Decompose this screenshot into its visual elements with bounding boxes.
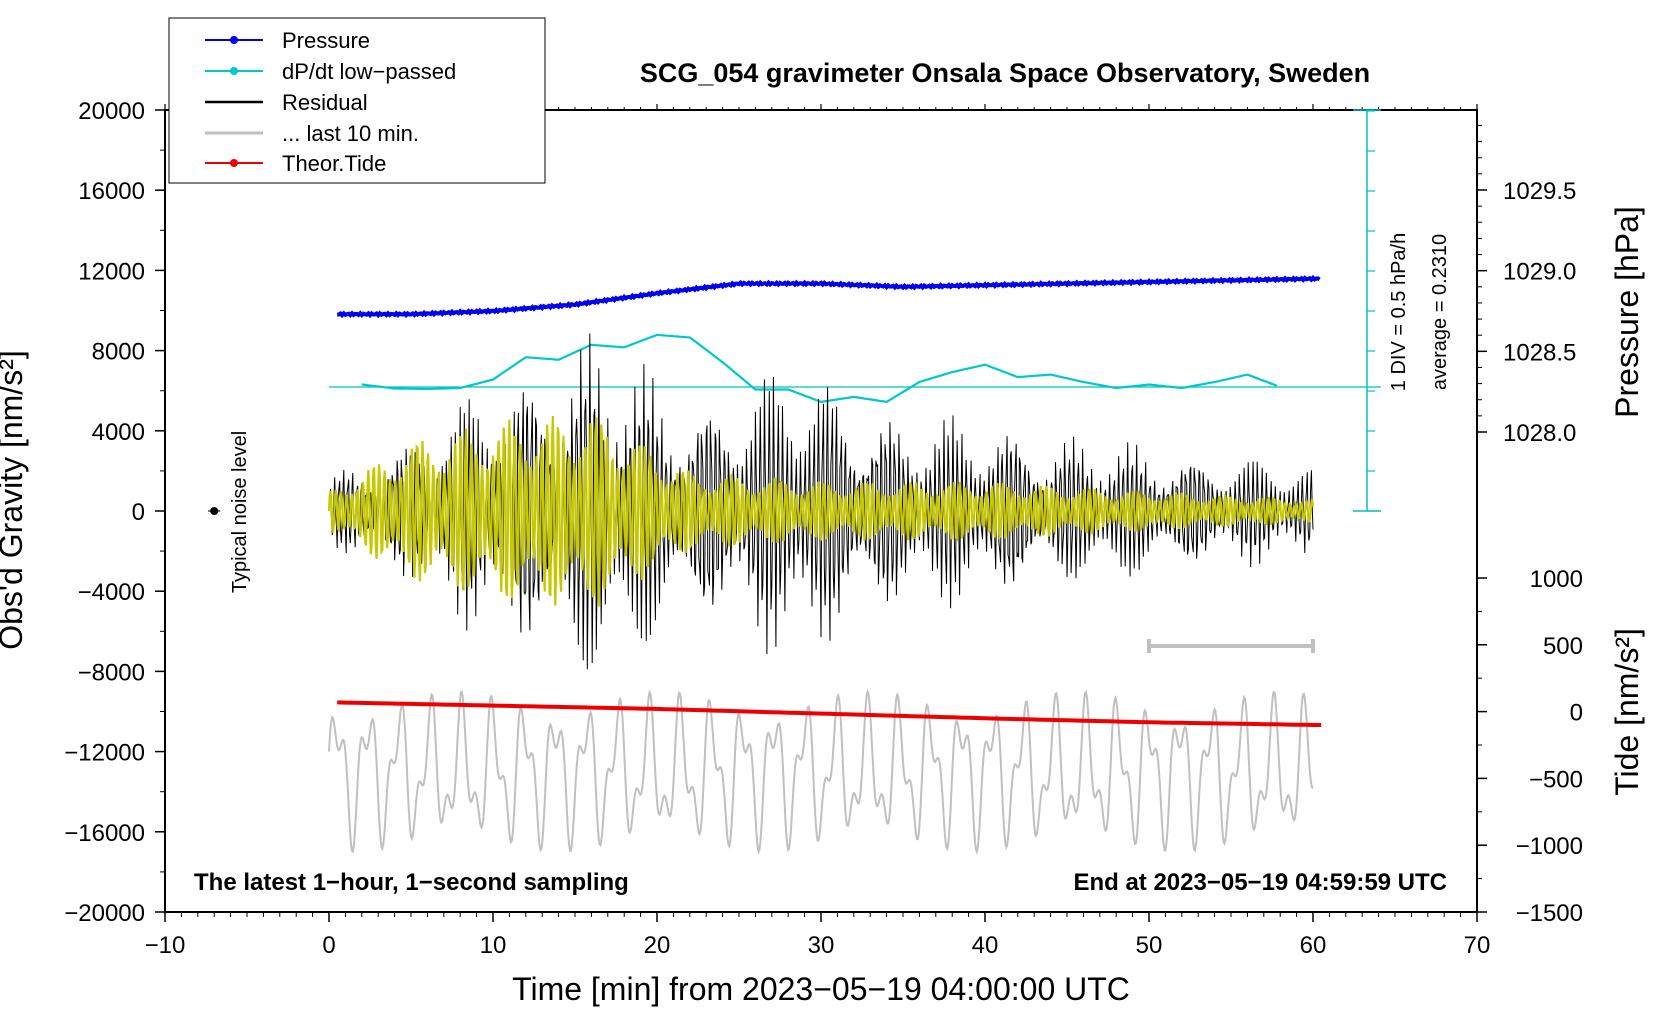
legend-dpdt-marker [230,67,238,75]
x-axis-label: Time [min] from 2023−05−19 04:00:00 UTC [512,971,1130,1007]
x-tick-label: 50 [1136,932,1163,959]
y-axis-left: 20000 16000 12000 8000 4000 0 −4000 −8000 −12000… [64,98,165,927]
pressure-tick-label: 1029.5 [1503,178,1576,205]
y-left-tick-label: 20000 [78,98,145,125]
y-left-tick-label: 16000 [78,178,145,205]
tide-tick-label: −1500 [1516,900,1583,927]
y-axis-pressure-label: Pressure [hPa] [1609,206,1645,418]
pressure-tick-label: 1028.0 [1503,420,1576,447]
residual-line [328,333,1314,670]
y-left-tick-label: −8000 [78,659,145,686]
y-left-tick-label: 12000 [78,258,145,285]
tide-tick-label: −500 [1529,766,1583,793]
dpdt-average-label: average = 0.2310 [1429,234,1451,390]
pressure-tick-label: 1029.0 [1503,259,1576,286]
dpdt-scale [1353,109,1381,512]
x-tick-label: −10 [145,932,186,959]
typical-noise-marker [210,507,219,515]
legend: Pressure dP/dt low−passed Residual ... l… [168,17,546,184]
theor-tide-line [337,700,1322,727]
legend-pressure-label: Pressure [282,28,370,53]
x-tick-label: 70 [1464,932,1491,959]
legend-box [168,17,546,184]
x-tick-label: 40 [972,932,999,959]
tide-tick-label: 0 [1570,700,1583,727]
tide-tick-label: 500 [1543,633,1583,660]
x-tick-label: 60 [1300,932,1327,959]
legend-pressure-marker [230,36,238,44]
y-axis-tide: 1000 500 0 −500 −1000 −1500 [1477,566,1583,927]
dpdt-lowpassed-line [361,333,1278,404]
x-tick-label: 10 [480,932,507,959]
pressure-tick-label: 1028.5 [1503,339,1576,366]
typical-noise-label: Typical noise level [229,431,251,593]
footer-end-time: End at 2023−05−19 04:59:59 UTC [1073,869,1447,896]
tide-tick-label: −1000 [1516,833,1583,860]
dpdt-div-label: 1 DIV = 0.5 hPa/h [1388,233,1410,391]
y-axis-tide-label: Tide [nm/s²] [1609,628,1645,796]
y-left-tick-label: −16000 [64,820,145,847]
y-left-tick-label: −20000 [64,900,145,927]
y-axis-pressure: 1029.5 1029.0 1028.5 1028.0 [1477,124,1576,447]
legend-tide-label: Theor.Tide [282,151,386,176]
x-axis: −10 0 10 20 30 40 50 60 70 [145,104,1491,959]
x-tick-label: 20 [644,932,671,959]
legend-residual-label: Residual [282,90,368,115]
footer-sampling-note: The latest 1−hour, 1−second sampling [194,869,629,896]
pressure-line [337,274,1321,319]
x-tick-label: 30 [808,932,835,959]
series-layer [208,274,1381,855]
legend-tide-marker [230,159,238,167]
y-left-tick-label: 8000 [92,339,145,366]
y-axis-left-label: Obs'd Gravity [nm/s²] [0,350,29,650]
y-left-tick-label: −4000 [78,579,145,606]
tide-tick-label: 1000 [1530,566,1583,593]
chart-title: SCG_054 gravimeter Onsala Space Observat… [640,58,1370,88]
y-left-tick-label: −12000 [64,740,145,767]
legend-last10-label: ... last 10 min. [282,121,419,146]
y-left-tick-label: 4000 [92,419,145,446]
y-left-tick-label: 0 [132,499,145,526]
residual-lowpassed-line [327,415,1315,607]
legend-dpdt-label: dP/dt low−passed [282,59,456,84]
x-tick-label: 0 [322,932,335,959]
